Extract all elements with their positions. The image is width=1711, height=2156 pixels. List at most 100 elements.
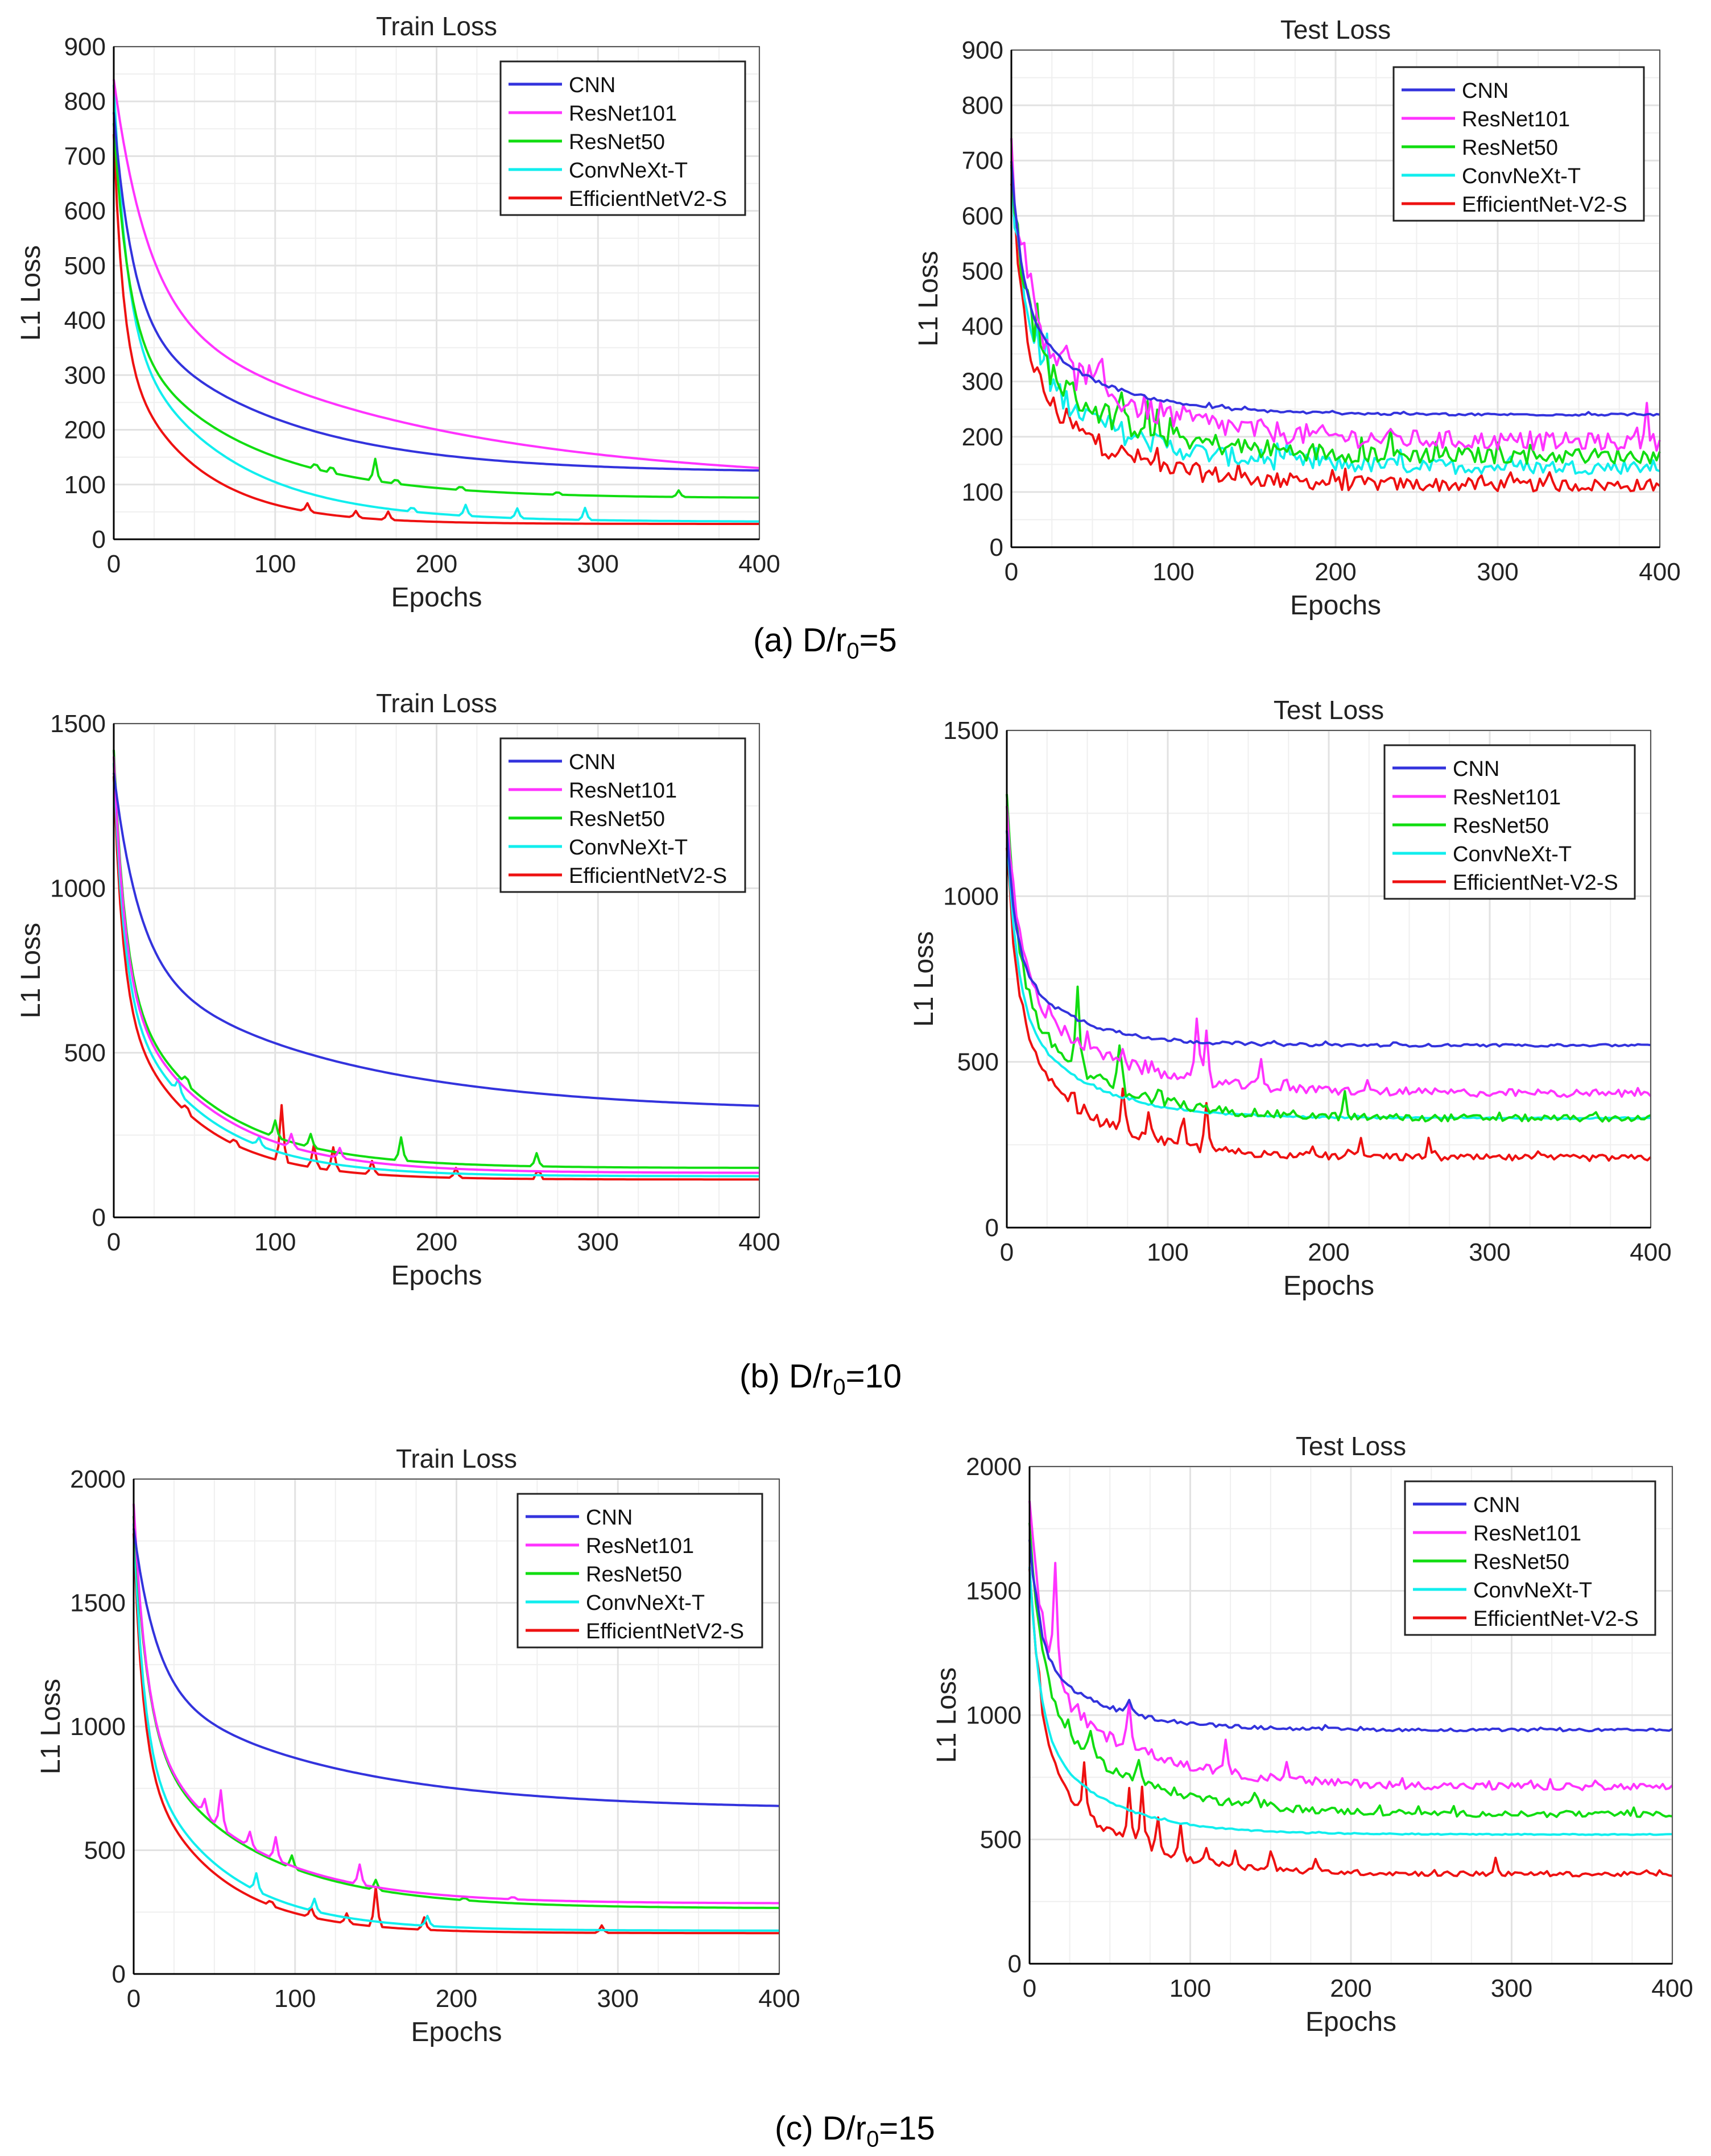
y-tick-label: 1000 [70,1713,126,1741]
x-tick-label: 400 [1651,1975,1693,2002]
x-tick-label: 300 [597,1985,639,2013]
y-axis-label: L1 Loss [36,1679,66,1774]
legend-label: ConvNeXt-T [569,159,688,183]
legend-label: ResNet101 [569,102,677,126]
y-tick-label: 0 [92,1204,106,1232]
legend-label: CNN [586,1506,633,1530]
legend-label: CNN [1473,1493,1520,1517]
caption-a-prefix: (a) D/r [753,622,847,659]
legend-box [1392,66,1645,222]
chart-a-train: 0 100 200 300 400 0 100 200 300 400 500 600 700 800 90… [16,11,780,613]
chart-title: Test Loss [1296,1431,1406,1461]
legend-label: ResNet101 [1462,108,1570,131]
series-line-cnn [133,1528,780,1807]
legend: CNN ResNet101 ResNet50 ConvNeXt-T EfficientN… [1404,1480,1656,1636]
y-axis-label: L1 Loss [914,251,944,346]
y-tick-label: 1500 [966,1577,1022,1605]
y-tick-label: 800 [64,88,106,115]
y-tick-label: 1000 [943,882,999,910]
x-axis-label: Epochs [1283,1271,1374,1301]
y-tick-label: 900 [962,36,1003,64]
series-line-resnet50 [1006,794,1651,1123]
caption-b-sub: 0 [833,1374,846,1400]
x-tick-label: 0 [1005,558,1018,586]
legend-label: EfficientNetV2-S [569,187,727,211]
y-tick-label: 0 [1008,1950,1022,1978]
x-tick-label: 200 [1315,558,1356,586]
chart-c-train: 0 100 200 300 400 0 500 1000 1500 2000 Train Loss E… [36,1444,800,2047]
y-tick-label: 500 [980,1826,1022,1854]
legend-label: EfficientNetV2-S [569,864,727,888]
x-tick-label: 300 [577,1228,619,1256]
y-tick-label: 0 [112,1960,126,1988]
y-tick-label: 300 [64,361,106,389]
legend-label: ConvNeXt-T [569,836,688,860]
legend-label: ResNet101 [586,1534,694,1558]
x-axis-label: Epochs [1305,2007,1396,2037]
x-tick-label: 400 [1630,1238,1671,1266]
y-tick-label: 100 [962,478,1003,506]
y-axis-label: L1 Loss [909,931,939,1027]
series-line-resnet101 [133,1504,779,1905]
legend-label: ResNet101 [569,779,677,803]
chart-a-test: 0 100 200 300 400 0 100 200 300 400 500 600 700 800 90… [914,15,1681,621]
x-tick-label: 300 [1469,1238,1510,1266]
y-tick-label: 600 [64,197,106,225]
y-tick-label: 800 [962,92,1003,119]
legend-label: CNN [569,750,615,774]
x-tick-label: 300 [1491,1975,1532,2002]
x-tick-label: 400 [1639,558,1680,586]
legend-label: ConvNeXt-T [586,1591,705,1615]
legend: CNN ResNet101 ResNet50 ConvNeXt-T EfficientN… [499,60,746,216]
series-line-resnet101 [113,756,759,1174]
legend: CNN ResNet101 ResNet50 ConvNeXt-T EfficientN… [516,1493,763,1649]
y-tick-label: 2000 [70,1465,126,1493]
x-tick-label: 0 [107,550,121,578]
legend-box [516,1493,763,1649]
legend-label: ResNet50 [569,130,665,154]
x-tick-label: 100 [1147,1238,1188,1266]
caption-a-sub: 0 [846,638,859,664]
x-tick-label: 400 [758,1985,800,2013]
x-tick-label: 300 [577,550,619,578]
caption-c-suffix: =15 [879,2110,935,2147]
series-line-efficientnetv2-s [133,1533,779,1935]
y-tick-label: 500 [64,1039,106,1067]
chart-title: Test Loss [1280,15,1391,44]
x-tick-label: 100 [254,550,296,578]
chart-b-test: 0 100 200 300 400 0 500 1000 1500 Test Loss Epochs… [909,695,1672,1301]
legend-box [499,60,746,216]
legend-label: ResNet50 [569,807,665,831]
legend: CNN ResNet101 ResNet50 ConvNeXt-T EfficientN… [499,737,746,893]
legend-label: EfficientNet-V2-S [1453,871,1618,895]
x-tick-label: 100 [254,1228,296,1256]
series-line-convnext-t [113,85,759,523]
series-line-resnet50 [113,750,760,1169]
y-axis-label: L1 Loss [16,245,46,341]
legend-label: ConvNeXt-T [1453,842,1572,866]
series-line-resnet101 [1006,806,1652,1098]
series-line-resnet50 [133,1516,780,1909]
caption-a: (a) D/r0=5 [753,621,897,664]
x-tick-label: 100 [1152,558,1194,586]
caption-b: (b) D/r0=10 [739,1357,902,1401]
y-tick-label: 1500 [943,717,999,745]
x-tick-label: 0 [107,1228,121,1256]
caption-c-prefix: (c) D/r [775,2110,867,2147]
y-tick-label: 2000 [966,1453,1022,1481]
series-line-efficientnetv2-s [113,776,759,1181]
caption-a-suffix: =5 [859,622,897,659]
y-axis-label: L1 Loss [16,923,46,1018]
y-tick-label: 1500 [70,1589,126,1617]
legend-label: EfficientNet-V2-S [1462,193,1627,217]
x-tick-label: 300 [1477,558,1518,586]
x-tick-label: 200 [436,1985,477,2013]
y-tick-label: 400 [962,313,1003,341]
legend: CNN ResNet101 ResNet50 ConvNeXt-T EfficientN… [1383,744,1636,900]
series-line-convnext-t [133,1523,779,1932]
x-tick-label: 200 [1308,1238,1349,1266]
caption-c: (c) D/r0=15 [775,2109,935,2153]
y-axis-label: L1 Loss [932,1667,962,1763]
chart-title: Train Loss [396,1444,517,1473]
